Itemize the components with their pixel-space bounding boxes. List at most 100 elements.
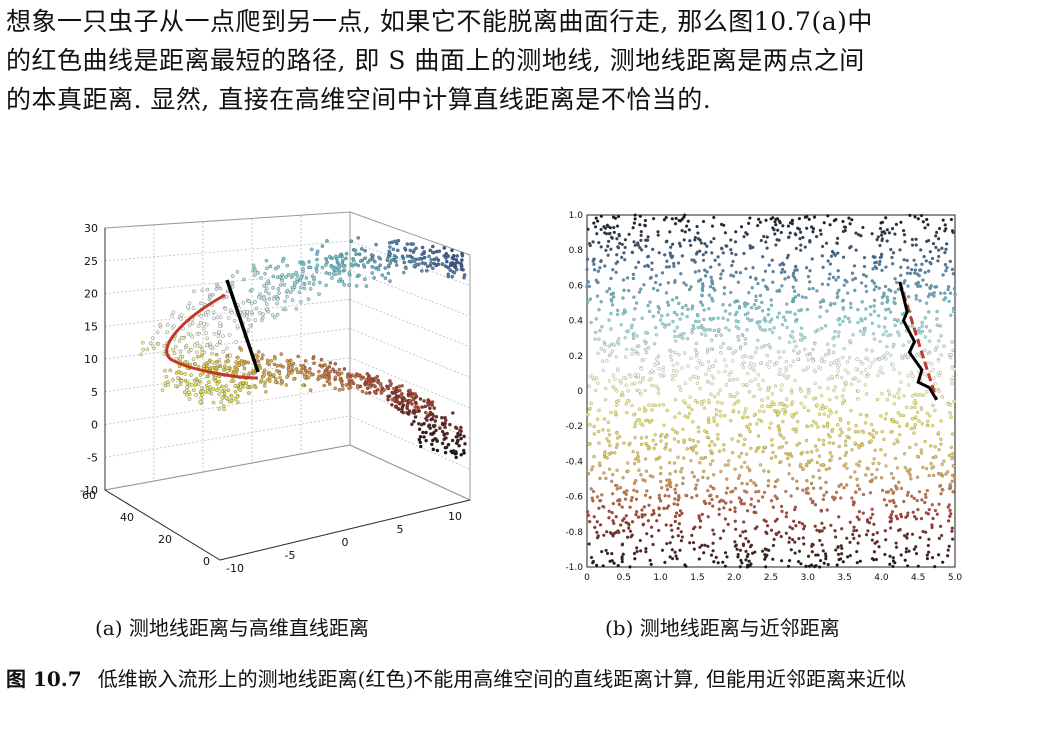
scatter-point xyxy=(676,534,680,538)
scatter-point xyxy=(878,226,883,231)
scatter-point xyxy=(406,412,411,416)
scatter-point xyxy=(604,248,608,253)
scatter-point xyxy=(778,336,782,340)
scatter-point xyxy=(945,265,949,270)
scatter-point xyxy=(804,367,809,371)
scatter-point xyxy=(713,288,717,292)
scatter-point xyxy=(914,237,918,241)
scatter-point xyxy=(235,270,240,274)
scatter-point xyxy=(690,307,694,311)
scatter-point xyxy=(598,498,603,503)
scatter-point xyxy=(766,385,771,390)
scatter-point xyxy=(340,279,345,284)
scatter-point xyxy=(266,358,270,363)
scatter-point xyxy=(683,230,687,234)
scatter-point xyxy=(795,411,799,415)
scatter-point xyxy=(673,469,678,474)
scatter-point xyxy=(927,310,931,314)
scatter-point xyxy=(423,261,428,266)
scatter-point xyxy=(745,424,749,429)
scatter-point xyxy=(897,387,901,391)
scatter-point xyxy=(281,259,285,263)
scatter-point xyxy=(909,426,913,431)
scatter-point xyxy=(334,257,339,261)
scatter-point xyxy=(425,264,430,269)
scatter-point xyxy=(644,350,649,355)
scatter-point xyxy=(193,343,197,347)
scatter-point xyxy=(709,265,713,269)
scatter-point xyxy=(727,373,731,377)
scatter-point xyxy=(190,383,194,387)
scatter-point xyxy=(311,356,315,361)
scatter-point xyxy=(655,357,659,361)
scatter-point xyxy=(706,515,710,519)
scatter-point xyxy=(778,367,782,372)
scatter-point xyxy=(607,318,611,322)
scatter-point xyxy=(743,342,747,346)
scatter-point xyxy=(589,468,594,472)
scatter-point xyxy=(312,361,316,366)
scatter-point xyxy=(679,272,683,276)
scatter-point xyxy=(854,367,858,371)
scatter-point xyxy=(904,534,908,539)
scatter-point xyxy=(914,263,918,267)
scatter-point xyxy=(185,393,189,397)
scatter-point xyxy=(856,397,860,401)
scatter-point xyxy=(936,359,940,363)
scatter-point xyxy=(923,439,927,444)
scatter-point xyxy=(797,308,801,313)
scatter-point xyxy=(657,496,662,500)
scatter-point xyxy=(705,350,710,354)
scatter-point xyxy=(693,260,697,264)
scatter-point xyxy=(301,281,306,286)
scatter-point xyxy=(230,285,235,289)
scatter-point xyxy=(788,525,792,529)
scatter-point xyxy=(709,493,713,497)
scatter-point xyxy=(803,245,807,249)
scatter-point xyxy=(944,227,948,231)
scatter-point xyxy=(405,404,409,408)
scatter-point xyxy=(706,380,711,384)
scatter-point xyxy=(456,438,460,443)
scatter-point xyxy=(615,253,619,257)
scatter-point xyxy=(760,300,764,305)
scatter-point xyxy=(906,284,910,288)
scatter-point xyxy=(734,325,738,329)
scatter-point xyxy=(688,541,692,545)
scatter-point xyxy=(592,221,596,225)
scatter-point xyxy=(682,238,686,242)
scatter-point xyxy=(693,238,697,242)
scatter-point xyxy=(200,371,205,376)
scatter-point xyxy=(709,553,714,557)
scatter-point xyxy=(632,317,636,322)
scatter-point xyxy=(691,446,695,450)
scatter-point xyxy=(390,403,394,407)
scatter-point xyxy=(211,310,216,315)
scatter-point xyxy=(600,325,604,329)
scatter-point xyxy=(448,268,452,272)
scatter-point xyxy=(628,529,633,533)
scatter-point xyxy=(205,386,210,390)
scatter-point xyxy=(386,254,391,259)
scatter-point xyxy=(923,335,927,339)
scatter-point xyxy=(604,232,609,236)
scatter-point xyxy=(202,364,206,368)
scatter-point xyxy=(734,230,738,234)
scatter-point xyxy=(429,257,433,262)
scatter-point xyxy=(673,334,677,339)
scatter-point xyxy=(744,407,748,411)
scatter-point xyxy=(630,347,634,351)
scatter-point xyxy=(833,535,838,539)
scatter-point xyxy=(705,430,709,435)
scatter-point xyxy=(799,243,803,247)
scatter-point xyxy=(454,426,459,430)
z-tick-label: 30 xyxy=(84,222,98,235)
scatter-point xyxy=(807,388,812,393)
scatter-point xyxy=(664,442,669,446)
scatter-point xyxy=(863,383,868,387)
scatter-point xyxy=(933,445,937,449)
z-tick-label: -5 xyxy=(87,451,98,464)
scatter-point xyxy=(724,491,728,495)
scatter-point xyxy=(934,230,939,235)
scatter-point xyxy=(597,308,601,312)
